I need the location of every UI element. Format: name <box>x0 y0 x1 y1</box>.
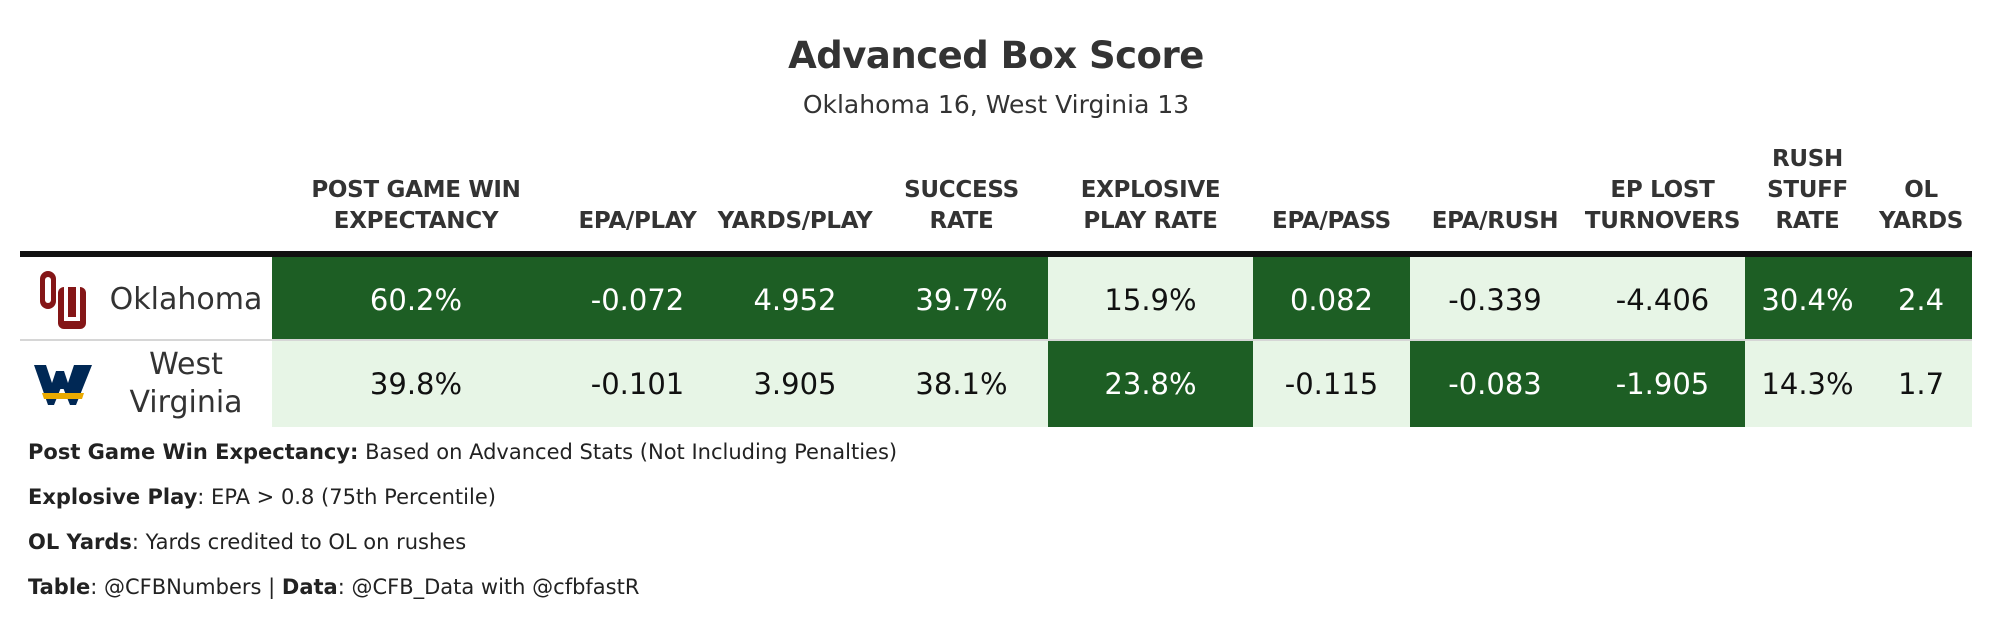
cell-xpl: 23.8% <box>1048 341 1253 427</box>
footnote-credits: Table: @CFBNumbers | Data: @CFB_Data wit… <box>28 575 640 599</box>
page-subtitle: Oklahoma 16, West Virginia 13 <box>802 90 1190 119</box>
team-cell: West Virginia <box>20 341 272 427</box>
column-header-epa-rush: EPA/RUSH <box>1431 208 1559 234</box>
cell-ol: 1.7 <box>1870 341 1972 427</box>
cell-epa-rush: -0.339 <box>1410 257 1580 343</box>
team-name: West Virginia <box>129 347 243 420</box>
footnote-win-expectancy: Post Game Win Expectancy: Based on Advan… <box>28 440 898 464</box>
column-header-ypp: YARDS/PLAY <box>717 208 873 234</box>
column-header-stuff: RUSH STUFF RATE <box>1767 146 1848 234</box>
cell-wp: 39.8% <box>272 341 560 427</box>
cell-ep-to: -4.406 <box>1580 257 1745 343</box>
cell-epa-pass: -0.115 <box>1253 341 1410 427</box>
table-row: Oklahoma 60.2% -0.072 4.952 39.7% 15.9% 0.082… <box>20 257 1972 343</box>
cell-stuff: 30.4% <box>1745 257 1870 343</box>
page-title: Advanced Box Score <box>788 34 1204 77</box>
team-name: Oklahoma <box>109 282 263 317</box>
row-divider <box>20 339 1972 341</box>
cell-ol: 2.4 <box>1870 257 1972 343</box>
header-rule <box>20 251 1972 257</box>
column-header-epa-play: EPA/PLAY <box>578 208 697 234</box>
team-cell: Oklahoma <box>20 257 272 343</box>
cell-epa-rush: -0.083 <box>1410 341 1580 427</box>
column-header-wp: POST GAME WIN EXPECTANCY <box>311 177 521 234</box>
footnote-ol-yards: OL Yards: Yards credited to OL on rushes <box>28 530 467 554</box>
column-header-ep-to: EP LOST TURNOVERS <box>1584 177 1741 234</box>
cell-epa-play: -0.072 <box>560 257 715 343</box>
cell-sr: 39.7% <box>875 257 1048 343</box>
column-header-sr: SUCCESS RATE <box>904 177 1019 234</box>
cell-epa-pass: 0.082 <box>1253 257 1410 343</box>
cell-sr: 38.1% <box>875 341 1048 427</box>
oklahoma-logo-icon <box>40 271 86 329</box>
column-header-epa-pass: EPA/PASS <box>1272 208 1391 234</box>
cell-wp: 60.2% <box>272 257 560 343</box>
footnote-explosive-play: Explosive Play: EPA > 0.8 (75th Percenti… <box>28 485 496 509</box>
cell-ypp: 4.952 <box>715 257 875 343</box>
cell-xpl: 15.9% <box>1048 257 1253 343</box>
cell-ypp: 3.905 <box>715 341 875 427</box>
cell-ep-to: -1.905 <box>1580 341 1745 427</box>
column-header-ol: OL YARDS <box>1878 177 1964 234</box>
table-row: West Virginia 39.8% -0.101 3.905 38.1% 23.8% -… <box>20 341 1972 427</box>
cell-epa-play: -0.101 <box>560 341 715 427</box>
column-header-xpl: EXPLOSIVE PLAY RATE <box>1080 177 1221 234</box>
cell-stuff: 14.3% <box>1745 341 1870 427</box>
west-virginia-logo-icon <box>34 365 92 405</box>
